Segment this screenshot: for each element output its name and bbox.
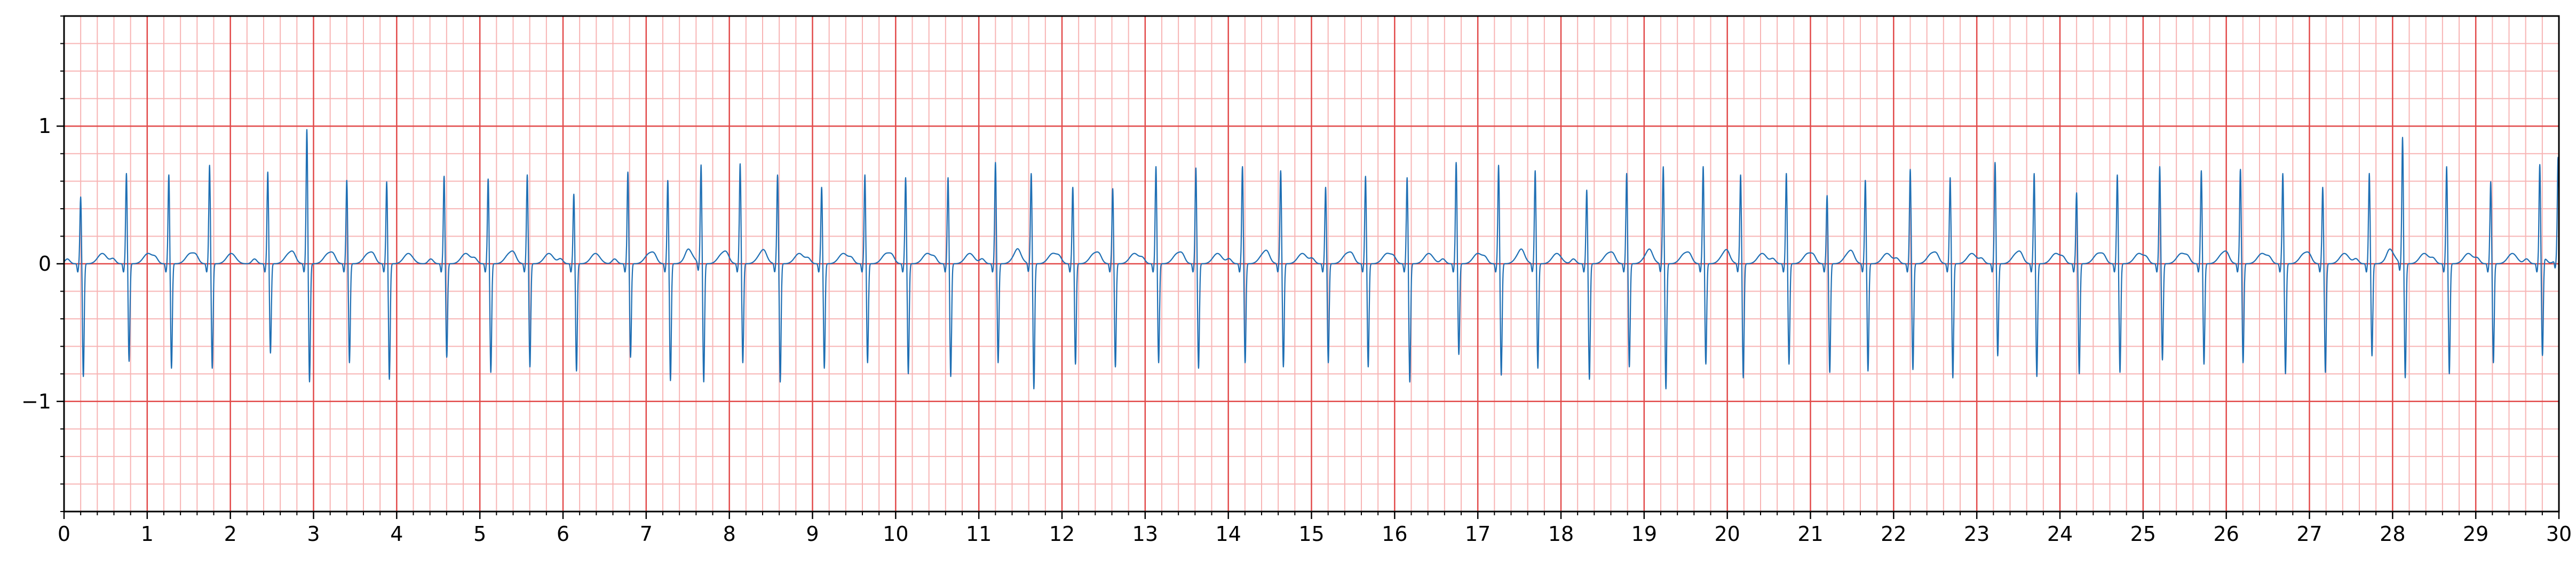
x-tick-label: 8 xyxy=(723,522,736,546)
x-tick-label: 12 xyxy=(1049,522,1075,546)
x-tick-label: 15 xyxy=(1298,522,1324,546)
x-tick-label: 26 xyxy=(2213,522,2239,546)
x-tick-label: 18 xyxy=(1548,522,1574,546)
x-tick-label: 22 xyxy=(1881,522,1906,546)
x-tick-label: 19 xyxy=(1631,522,1657,546)
x-tick-label: 20 xyxy=(1714,522,1740,546)
x-tick-label: 6 xyxy=(557,522,569,546)
y-tick-label: 1 xyxy=(38,114,51,138)
series-layer xyxy=(64,129,2560,390)
x-tick-label: 23 xyxy=(1964,522,1990,546)
x-tick-label: 3 xyxy=(307,522,320,546)
x-tick-label: 11 xyxy=(966,522,992,546)
x-tick-label: 2 xyxy=(224,522,237,546)
x-tick-label: 17 xyxy=(1465,522,1491,546)
x-axis: 0 1 2 3 4 5 6 7 8 9 10 11 12 13 14 15 16 17 18 19 20 21 22 23 24… xyxy=(58,512,2572,546)
x-tick-label: 25 xyxy=(2130,522,2156,546)
x-tick-label: 5 xyxy=(473,522,486,546)
x-tick-label: 0 xyxy=(58,522,70,546)
y-tick-label: −1 xyxy=(21,390,51,413)
x-tick-label: 27 xyxy=(2296,522,2322,546)
y-tick-label: 0 xyxy=(38,252,51,276)
x-tick-label: 30 xyxy=(2546,522,2572,546)
y-axis: −1 0 1 xyxy=(21,15,64,512)
x-tick-label: 4 xyxy=(390,522,403,546)
x-tick-label: 21 xyxy=(1797,522,1823,546)
x-tick-label: 13 xyxy=(1132,522,1158,546)
x-tick-label: 10 xyxy=(883,522,908,546)
x-tick-label: 24 xyxy=(2047,522,2073,546)
x-tick-label: 7 xyxy=(640,522,653,546)
ecg-trace xyxy=(64,129,2560,390)
x-tick-label: 29 xyxy=(2463,522,2488,546)
x-tick-label: 28 xyxy=(2380,522,2405,546)
x-tick-label: 9 xyxy=(806,522,819,546)
x-tick-label: 1 xyxy=(141,522,154,546)
x-tick-label: 14 xyxy=(1215,522,1241,546)
x-tick-label: 16 xyxy=(1382,522,1407,546)
